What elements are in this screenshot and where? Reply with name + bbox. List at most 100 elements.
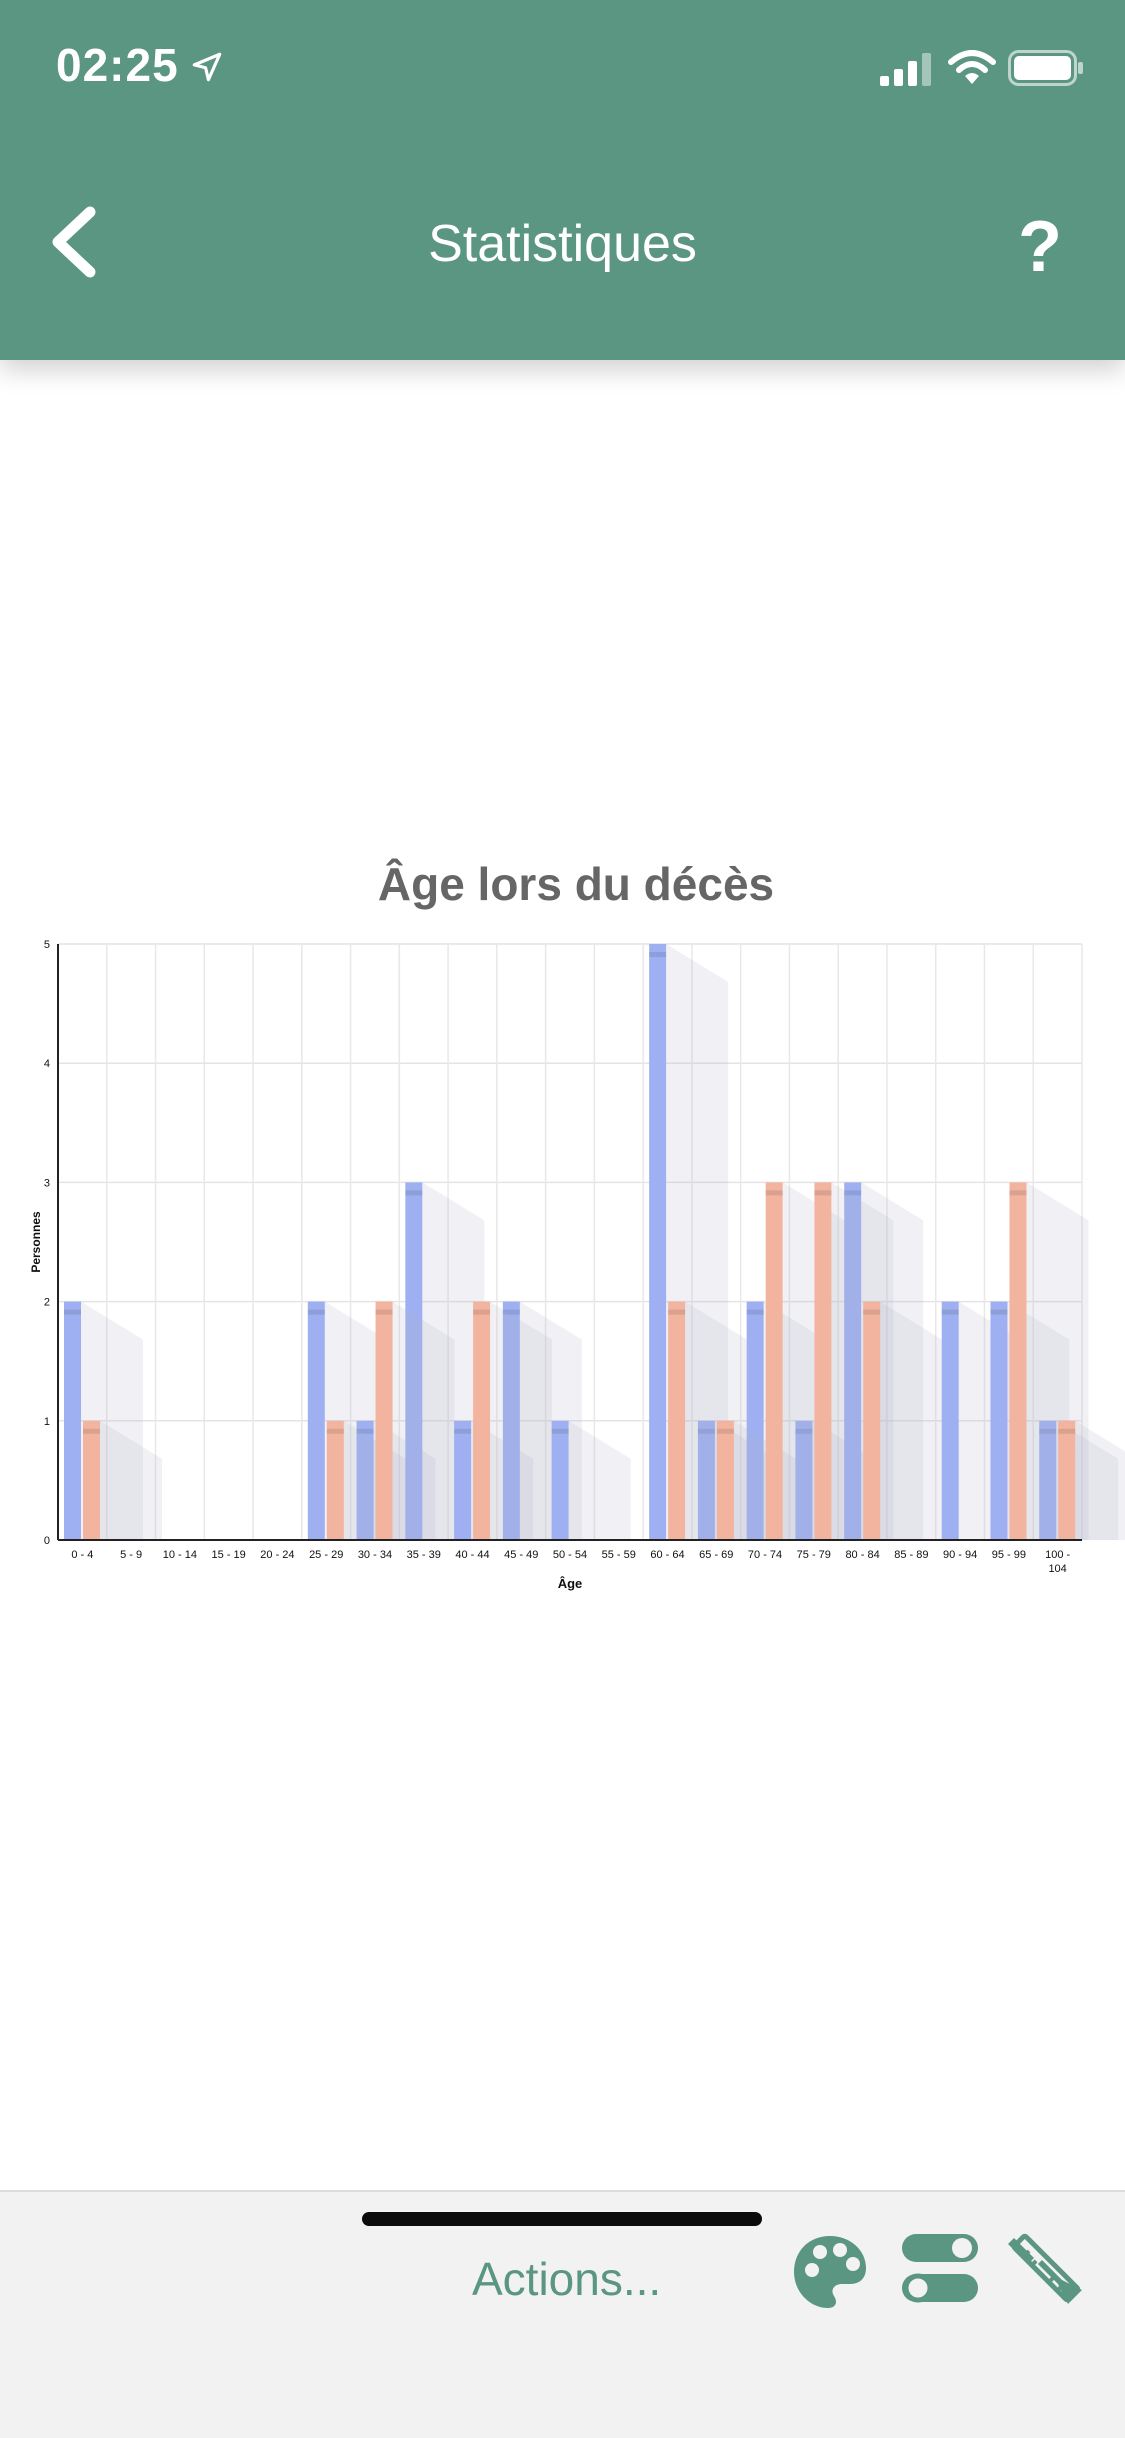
- x-tick-label: 60 - 64: [650, 1549, 684, 1561]
- bar: [356, 1420, 374, 1540]
- bar-shadow: [568, 1420, 631, 1540]
- y-tick-label: 0: [44, 1535, 50, 1547]
- x-tick-label: 100 -: [1045, 1549, 1070, 1561]
- bar-shadow: [490, 1301, 553, 1540]
- bar: [649, 944, 667, 1540]
- help-button[interactable]: ?: [1018, 207, 1062, 287]
- bar-shadow: [100, 1420, 162, 1540]
- x-tick-label: 65 - 69: [699, 1549, 733, 1561]
- bar-cap: [405, 1190, 423, 1196]
- bar-cap: [668, 1309, 686, 1315]
- bar: [941, 1301, 959, 1540]
- bar-cap: [1009, 1190, 1027, 1196]
- bar: [990, 1301, 1008, 1540]
- bar-cap: [863, 1309, 881, 1315]
- bar-cap: [765, 1190, 783, 1196]
- x-tick-label: 25 - 29: [309, 1549, 343, 1561]
- toggle-switches-icon[interactable]: [900, 2228, 980, 2308]
- y-tick-label: 3: [44, 1177, 50, 1189]
- back-chevron-icon[interactable]: [44, 202, 104, 282]
- bar-cap: [326, 1428, 344, 1434]
- x-tick-label: 40 - 44: [455, 1549, 489, 1561]
- x-tick-label: 10 - 14: [163, 1549, 197, 1561]
- bar-cap: [1058, 1428, 1076, 1434]
- bar-cap: [64, 1309, 81, 1315]
- x-tick-label: 90 - 94: [943, 1549, 977, 1561]
- bar-cap: [1039, 1428, 1057, 1434]
- bar: [746, 1301, 764, 1540]
- bar: [795, 1420, 813, 1540]
- bar-cap: [83, 1428, 100, 1434]
- bar-cap: [356, 1428, 374, 1434]
- bar-shadow: [880, 1301, 943, 1540]
- bar-cap: [697, 1428, 715, 1434]
- bar: [375, 1301, 393, 1540]
- bar: [551, 1420, 569, 1540]
- bar-cap: [746, 1309, 764, 1315]
- bar-cap: [844, 1190, 862, 1196]
- bar: [863, 1301, 881, 1540]
- bar: [1058, 1420, 1076, 1540]
- status-time: 02:25: [56, 39, 179, 91]
- bar-cap: [307, 1309, 325, 1315]
- bar: [1009, 1182, 1027, 1540]
- bar-cap: [375, 1309, 393, 1315]
- bar: [844, 1182, 862, 1540]
- bar-cap: [941, 1309, 959, 1315]
- bar: [307, 1301, 325, 1540]
- x-tick-label: 5 - 9: [120, 1549, 142, 1561]
- y-tick-label: 5: [44, 939, 50, 951]
- home-indicator[interactable]: [362, 2212, 762, 2226]
- x-tick-label: 45 - 49: [504, 1549, 538, 1561]
- x-tick-label: 70 - 74: [748, 1549, 782, 1561]
- palette-icon[interactable]: [790, 2232, 870, 2312]
- bar-cap: [814, 1190, 832, 1196]
- bar: [64, 1301, 81, 1540]
- x-tick-label: 55 - 59: [602, 1549, 636, 1561]
- bar: [1039, 1420, 1057, 1540]
- x-tick-label: 20 - 24: [260, 1549, 294, 1561]
- bar: [454, 1420, 472, 1540]
- actions-button[interactable]: Actions...: [472, 2253, 662, 2305]
- x-tick-label: 35 - 39: [407, 1549, 441, 1561]
- page-title: Statistiques: [428, 215, 697, 273]
- x-tick-label: 95 - 99: [992, 1549, 1026, 1561]
- y-tick-label: 2: [44, 1297, 50, 1309]
- bottom-toolbar: Actions...: [0, 2190, 1125, 2438]
- bar-cap: [649, 952, 667, 957]
- x-tick-label: 0 - 4: [71, 1549, 93, 1561]
- y-axis-label: Personnes: [29, 1211, 43, 1273]
- bar-cap: [473, 1309, 491, 1315]
- bar: [697, 1420, 715, 1540]
- bar-cap: [454, 1428, 472, 1434]
- bar: [716, 1420, 734, 1540]
- bar: [326, 1420, 344, 1540]
- bar: [502, 1301, 520, 1540]
- y-tick-label: 1: [44, 1416, 50, 1428]
- bar: [668, 1301, 686, 1540]
- bar-cap: [716, 1428, 734, 1434]
- bar: [765, 1182, 783, 1540]
- x-tick-label: 80 - 84: [845, 1549, 879, 1561]
- nav-header: 02:25 Statistiques ?: [0, 0, 1125, 360]
- bar-cap: [990, 1309, 1008, 1315]
- bar-cap: [502, 1309, 520, 1315]
- tools-icon[interactable]: [1008, 2230, 1084, 2306]
- x-tick-label: 85 - 89: [894, 1549, 928, 1561]
- x-tick-label: 104: [1048, 1563, 1066, 1575]
- bar-cap: [795, 1428, 813, 1434]
- bar: [405, 1182, 423, 1540]
- x-tick-label: 15 - 19: [212, 1549, 246, 1561]
- bar: [473, 1301, 491, 1540]
- bar: [83, 1420, 100, 1540]
- bar-shadow: [1075, 1420, 1125, 1540]
- x-tick-label: 50 - 54: [553, 1549, 587, 1561]
- x-axis-label: Âge: [558, 1576, 583, 1591]
- bar-shadow: [392, 1301, 455, 1540]
- x-tick-label: 30 - 34: [358, 1549, 392, 1561]
- bar: [814, 1182, 832, 1540]
- y-tick-label: 4: [44, 1058, 50, 1070]
- chart-title: Âge lors du décès: [378, 858, 774, 910]
- location-arrow-icon: [192, 52, 222, 82]
- age-at-death-chart: Âge lors du décès 0 1 2 3 4 5 0 - 4 5 - 9 10 - 14…: [29, 858, 1125, 1591]
